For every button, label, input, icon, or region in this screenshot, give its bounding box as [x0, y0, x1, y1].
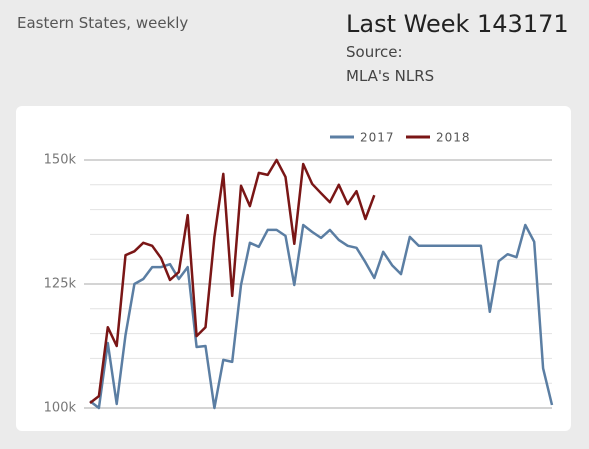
source-label: Source:: [346, 43, 403, 61]
y-tick-label: 150k: [44, 153, 77, 168]
last-week-label: Last Week: [346, 10, 470, 38]
y-tick-label: 125k: [44, 277, 77, 292]
last-week-value: 143171: [477, 10, 569, 38]
legend-label: 2018: [436, 131, 471, 145]
series-line: [89, 223, 554, 410]
last-week: Last Week 143171: [346, 10, 569, 38]
y-tick-label: 100k: [44, 401, 77, 416]
header-title: Eastern States, weekly: [17, 14, 189, 32]
series-line: [89, 158, 376, 404]
source: MLA's NLRS: [346, 67, 435, 85]
legend-label: 2017: [360, 131, 395, 145]
